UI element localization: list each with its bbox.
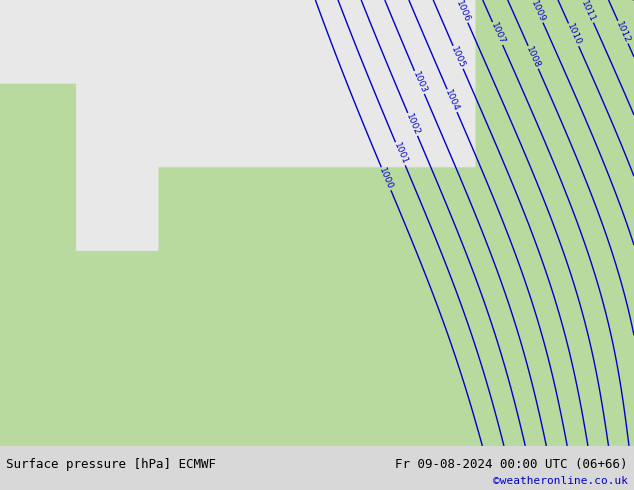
Text: Fr 09-08-2024 00:00 UTC (06+66): Fr 09-08-2024 00:00 UTC (06+66): [395, 458, 628, 471]
Text: 1005: 1005: [450, 45, 467, 70]
Text: 1003: 1003: [411, 70, 428, 95]
Text: 1007: 1007: [489, 21, 507, 46]
Text: 1004: 1004: [443, 88, 461, 113]
Text: 1011: 1011: [579, 0, 597, 24]
Text: 1010: 1010: [565, 23, 583, 47]
Text: 1008: 1008: [524, 45, 542, 70]
Text: 1009: 1009: [529, 0, 547, 24]
Text: 1000: 1000: [377, 167, 395, 191]
Text: ©weatheronline.co.uk: ©weatheronline.co.uk: [493, 476, 628, 487]
Text: 1001: 1001: [392, 142, 409, 166]
Text: Surface pressure [hPa] ECMWF: Surface pressure [hPa] ECMWF: [6, 458, 216, 471]
Text: 1012: 1012: [614, 20, 631, 45]
Text: 1002: 1002: [404, 112, 421, 137]
Text: 1006: 1006: [454, 0, 472, 24]
